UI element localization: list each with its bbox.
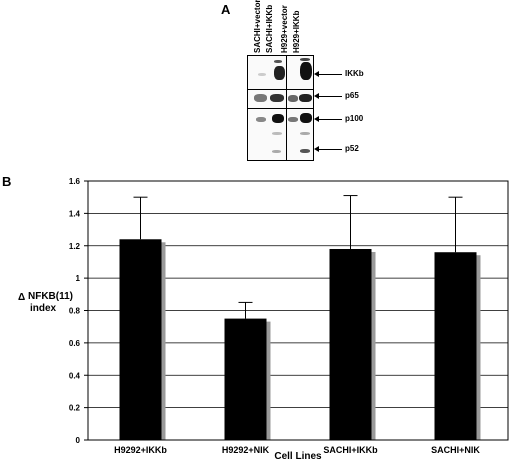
y-tick-label: 0.6 xyxy=(69,339,81,348)
y-axis-label-line1: NFKB(11) xyxy=(28,291,73,302)
y-tick-label: 1.2 xyxy=(69,242,81,251)
bar xyxy=(434,252,477,440)
y-tick-label: 1 xyxy=(76,274,81,283)
blot-label-p65: p65 xyxy=(345,91,359,100)
blot-label-p52: p52 xyxy=(345,144,359,153)
plot-frame xyxy=(87,180,509,441)
x-category-label: SACHI+NIK xyxy=(431,445,480,455)
y-axis-label-symbol: Δ xyxy=(18,292,25,303)
y-tick-label: 0 xyxy=(76,436,81,445)
y-tick-label: 1.6 xyxy=(69,177,81,186)
western-blot-image xyxy=(247,55,314,161)
y-tick-label: 0.2 xyxy=(69,404,81,413)
blot-label-ikkb: IKKb xyxy=(345,69,364,78)
bar xyxy=(119,239,162,440)
x-category-label: H9292+IKKb xyxy=(114,445,167,455)
x-category-label: SACHI+IKKb xyxy=(323,445,378,455)
y-tick-label: 0.8 xyxy=(69,307,81,316)
panel-b-letter: B xyxy=(2,174,12,189)
bar xyxy=(224,318,267,440)
blot-label-p100: p100 xyxy=(345,114,364,123)
panel-a-letter: A xyxy=(221,2,231,17)
y-tick-label: 1.4 xyxy=(69,209,81,218)
y-axis-label-line2: index xyxy=(30,303,57,314)
x-axis-label: Cell Lines xyxy=(274,451,322,462)
x-category-label: H9292+NIK xyxy=(222,445,270,455)
y-tick-label: 0.4 xyxy=(69,371,81,380)
bar xyxy=(329,248,372,440)
